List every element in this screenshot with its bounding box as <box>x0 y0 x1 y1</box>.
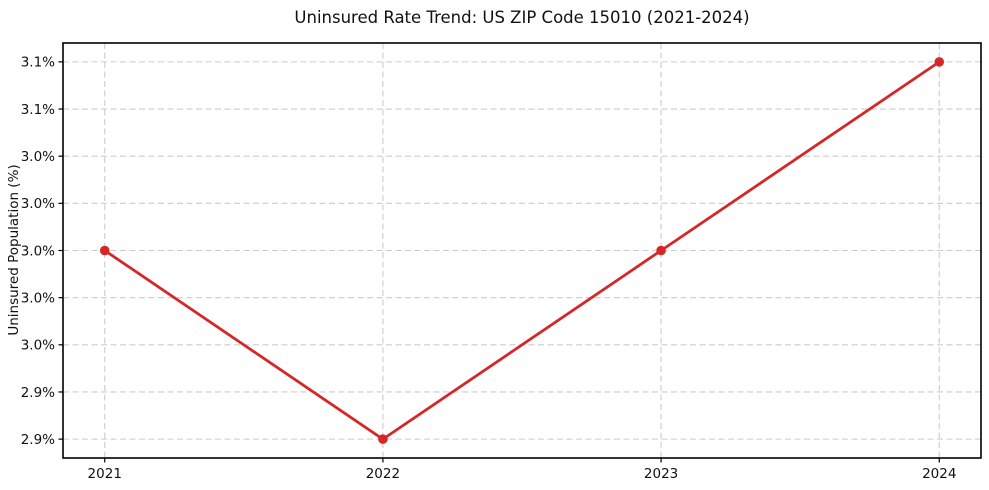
chart-title: Uninsured Rate Trend: US ZIP Code 15010 … <box>294 8 750 27</box>
y-tick-label: 3.0% <box>21 338 55 354</box>
y-tick-label: 3.0% <box>21 196 55 212</box>
y-tick-label: 3.1% <box>21 102 55 118</box>
x-tick-label: 2021 <box>88 466 122 482</box>
x-tick-label: 2023 <box>644 466 678 482</box>
y-tick-label: 2.9% <box>21 432 55 448</box>
y-tick-label: 3.1% <box>21 55 55 71</box>
data-point-marker <box>378 434 388 444</box>
y-tick-label: 3.0% <box>21 149 55 165</box>
y-tick-label: 2.9% <box>21 385 55 401</box>
x-tick-label: 2022 <box>366 466 400 482</box>
data-point-marker <box>99 245 110 256</box>
y-tick-label: 3.0% <box>21 243 55 259</box>
trend-line <box>103 60 941 441</box>
x-tick-label: 2024 <box>922 466 956 482</box>
data-point-marker <box>656 245 666 256</box>
data-point-marker <box>934 57 945 67</box>
y-tick-label: 3.0% <box>21 290 55 306</box>
